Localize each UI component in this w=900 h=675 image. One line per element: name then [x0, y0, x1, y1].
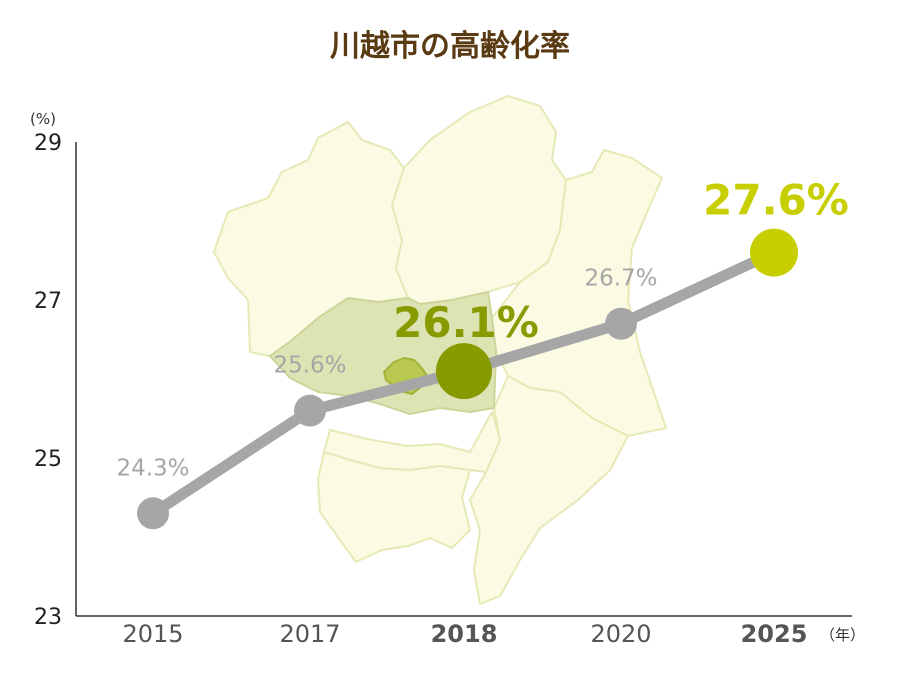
- data-label: 25.6%: [273, 353, 346, 379]
- data-label: 26.7%: [584, 266, 657, 292]
- x-tick-label: 2025: [741, 620, 808, 648]
- x-tick-label: 2018: [431, 620, 498, 648]
- data-label: 26.1%: [393, 298, 539, 347]
- x-tick-label: 2015: [122, 620, 183, 648]
- y-tick-label: 27: [34, 289, 62, 314]
- data-point: [294, 394, 326, 427]
- kanto-map-illustration: [213, 95, 667, 605]
- y-ticks: 23 25 27 29: [34, 131, 62, 630]
- x-tick-label: 2017: [279, 620, 340, 648]
- data-point: [137, 497, 169, 530]
- y-axis-unit: (%): [30, 110, 56, 128]
- chart-title: 川越市の高齢化率: [330, 29, 570, 64]
- y-tick-label: 29: [34, 131, 62, 156]
- data-label: 27.6%: [703, 176, 849, 225]
- data-labels: 24.3% 25.6% 26.1% 26.7% 27.6%: [116, 176, 848, 482]
- x-tick-label: 2020: [590, 620, 651, 648]
- y-tick-label: 25: [34, 447, 62, 472]
- data-point: [605, 307, 637, 340]
- map-region-kanagawa: [317, 451, 471, 563]
- x-axis-unit: （年）: [820, 626, 865, 644]
- x-ticks: 2015 2017 2018 2020 2025: [122, 620, 807, 648]
- data-point: [750, 228, 798, 277]
- series-aging-rate: [137, 228, 798, 530]
- data-point: [436, 343, 492, 400]
- data-label: 24.3%: [116, 455, 189, 481]
- y-tick-label: 23: [34, 605, 62, 630]
